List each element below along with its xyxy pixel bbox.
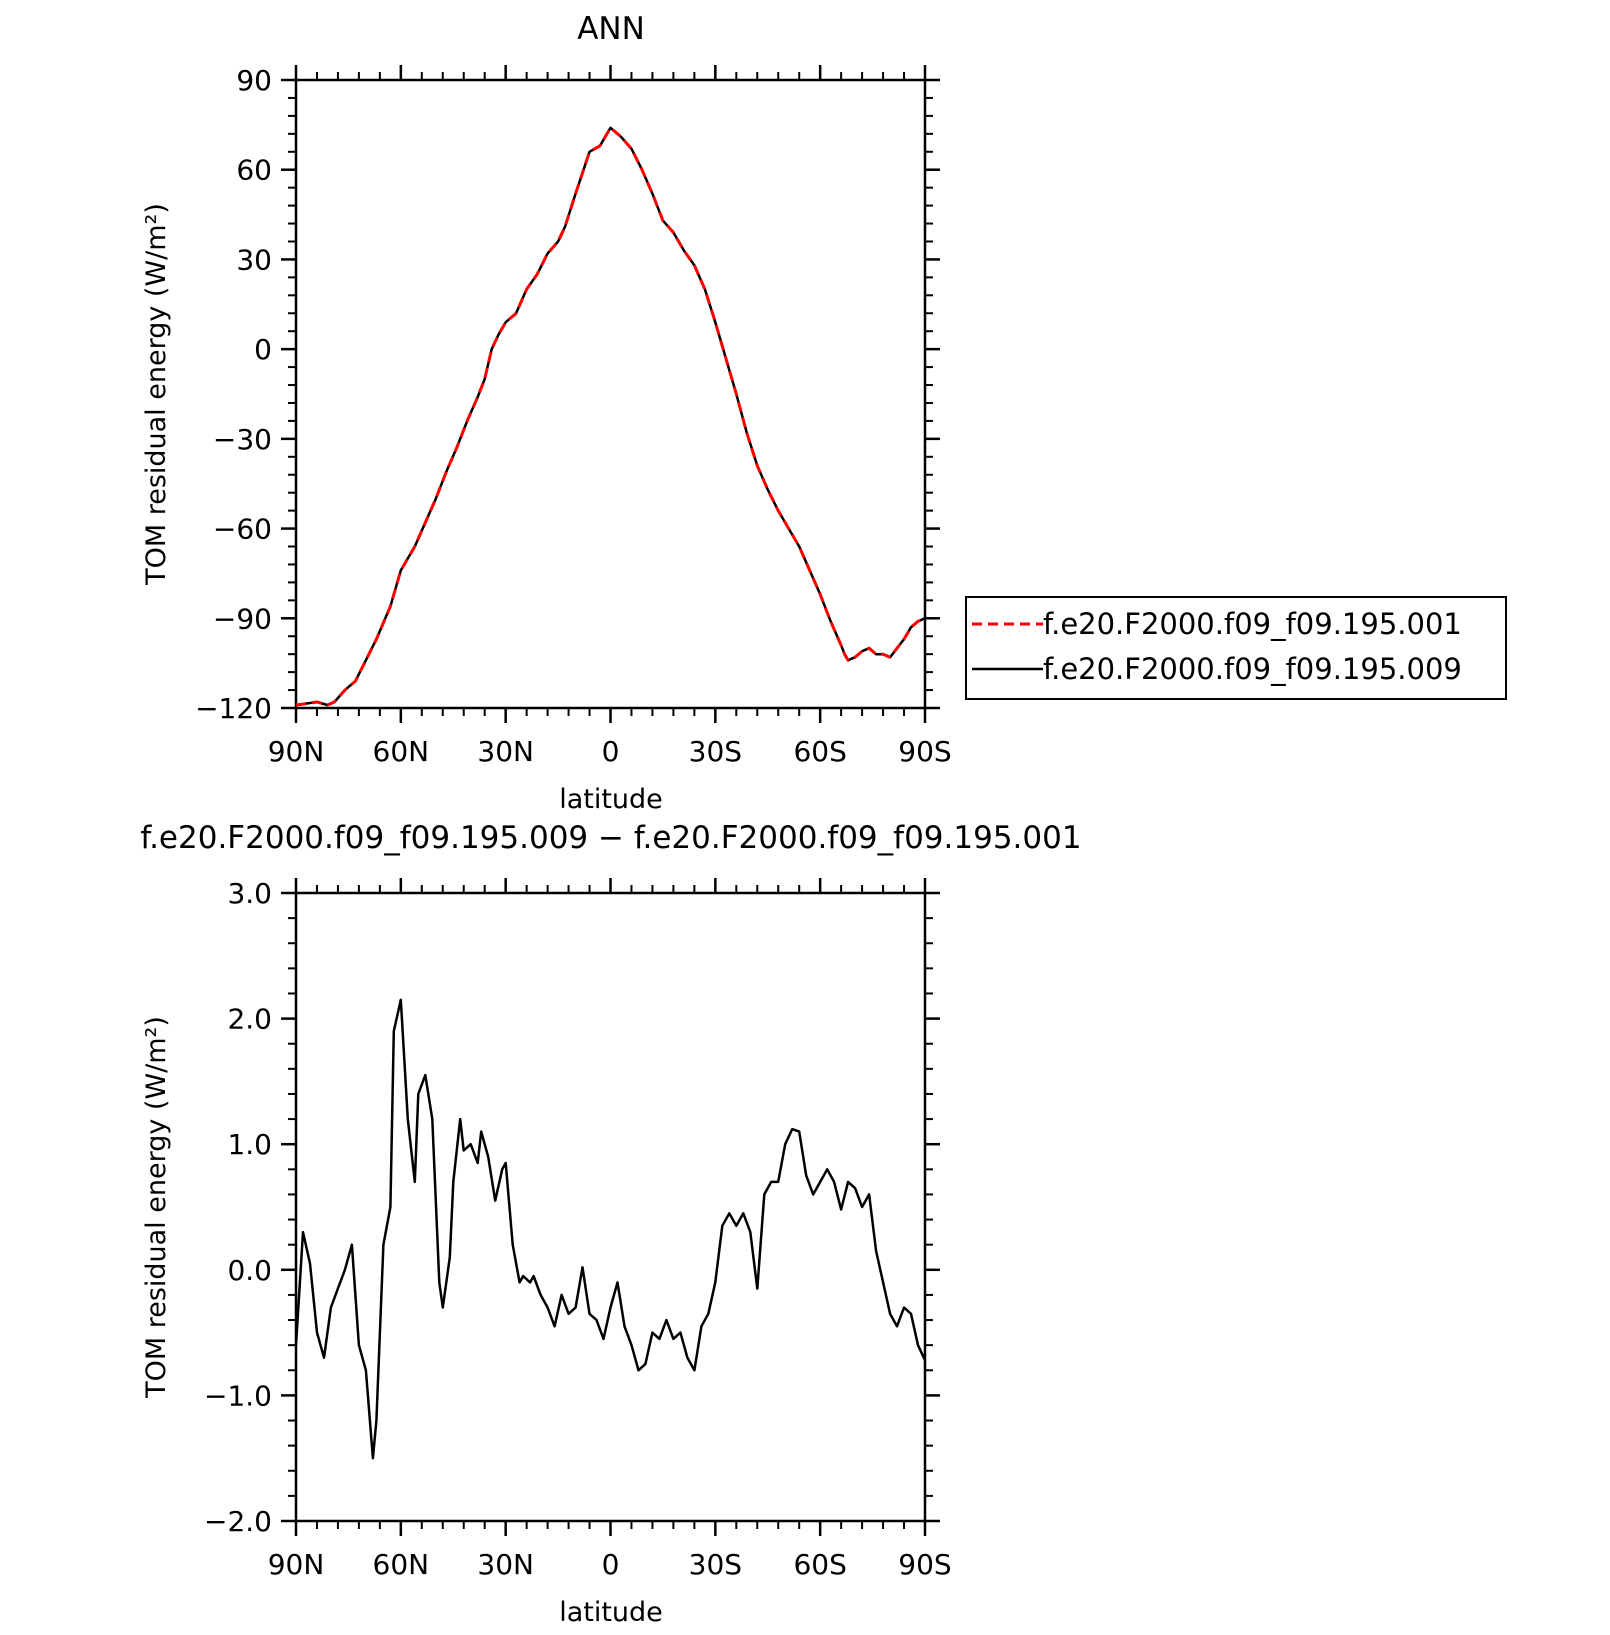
bottom-series-group — [294, 998, 927, 1460]
top-y-tick-labels: 90 60 30 0 −30 −60 −90 −120 — [195, 64, 272, 725]
bottom-series-line-1 — [294, 998, 927, 1460]
top-x-tick-label: 90N — [268, 735, 325, 768]
top-plot-frame — [294, 78, 927, 710]
bottom-x-tick-label: 30S — [689, 1548, 742, 1581]
top-series-line-1 — [295, 126, 926, 707]
legend-label-009: f.e20.F2000.f09_f09.195.009 — [1043, 652, 1462, 686]
legend-box — [965, 596, 1507, 700]
bottom-panel: f.e20.F2000.f09_f09.195.009 − f.e20.F200… — [140, 820, 1081, 1628]
bottom-y-tick-label: 3.0 — [227, 877, 272, 910]
top-y-tick-label: −30 — [213, 423, 272, 456]
bottom-y-tick-label: −1.0 — [204, 1379, 272, 1412]
bottom-y-tick-labels: 3.0 2.0 1.0 0.0 −1.0 −2.0 — [204, 877, 272, 1538]
bottom-x-tick-label: 0 — [602, 1548, 620, 1581]
top-y-tick-label: 0 — [254, 333, 272, 366]
bottom-x-tick-label: 90S — [898, 1548, 951, 1581]
bottom-x-tick-label: 60S — [793, 1548, 846, 1581]
bottom-x-tick-labels: 90N 60N 30N 0 30S 60S 90S — [268, 1548, 952, 1581]
bottom-y-tick-label: 1.0 — [227, 1128, 272, 1161]
bottom-y-tick-label: 0.0 — [227, 1254, 272, 1287]
top-legend: f.e20.F2000.f09_f09.195.001 f.e20.F2000.… — [965, 596, 1507, 700]
bottom-y-axis-label: TOM residual energy (W/m²) — [141, 1016, 172, 1399]
top-y-tick-label: −120 — [195, 692, 272, 725]
top-x-tick-label: 0 — [602, 735, 620, 768]
bottom-ticks — [281, 878, 940, 1536]
legend-label-001: f.e20.F2000.f09_f09.195.001 — [1043, 607, 1462, 641]
top-series-group — [295, 126, 926, 707]
bottom-y-tick-label: 2.0 — [227, 1003, 272, 1036]
top-panel: ANN 90 60 30 0 −30 −60 −90 −120 90N 60N 30N 0 30S 60… — [141, 11, 1507, 815]
top-series-line-2 — [295, 126, 926, 707]
top-x-tick-label: 30N — [477, 735, 534, 768]
top-x-axis-label: latitude — [559, 784, 663, 815]
bottom-x-tick-label: 60N — [373, 1548, 430, 1581]
top-ticks — [281, 65, 940, 723]
top-y-tick-label: −90 — [213, 602, 272, 635]
top-x-tick-label: 60S — [793, 735, 846, 768]
top-x-tick-label: 60N — [373, 735, 430, 768]
top-title: ANN — [577, 11, 645, 47]
bottom-title: f.e20.F2000.f09_f09.195.009 − f.e20.F200… — [140, 820, 1081, 856]
top-x-tick-label: 90S — [898, 735, 951, 768]
top-y-axis-label: TOM residual energy (W/m²) — [141, 203, 172, 586]
bottom-y-tick-label: −2.0 — [204, 1505, 272, 1538]
top-y-tick-label: 30 — [236, 243, 272, 276]
bottom-x-tick-label: 30N — [477, 1548, 534, 1581]
top-y-tick-label: 90 — [236, 64, 272, 97]
top-x-tick-labels: 90N 60N 30N 0 30S 60S 90S — [268, 735, 952, 768]
bottom-x-axis-label: latitude — [559, 1597, 663, 1628]
top-x-tick-label: 30S — [689, 735, 742, 768]
bottom-x-tick-label: 90N — [268, 1548, 325, 1581]
top-y-tick-label: 60 — [236, 154, 272, 187]
top-y-tick-label: −60 — [213, 513, 272, 546]
